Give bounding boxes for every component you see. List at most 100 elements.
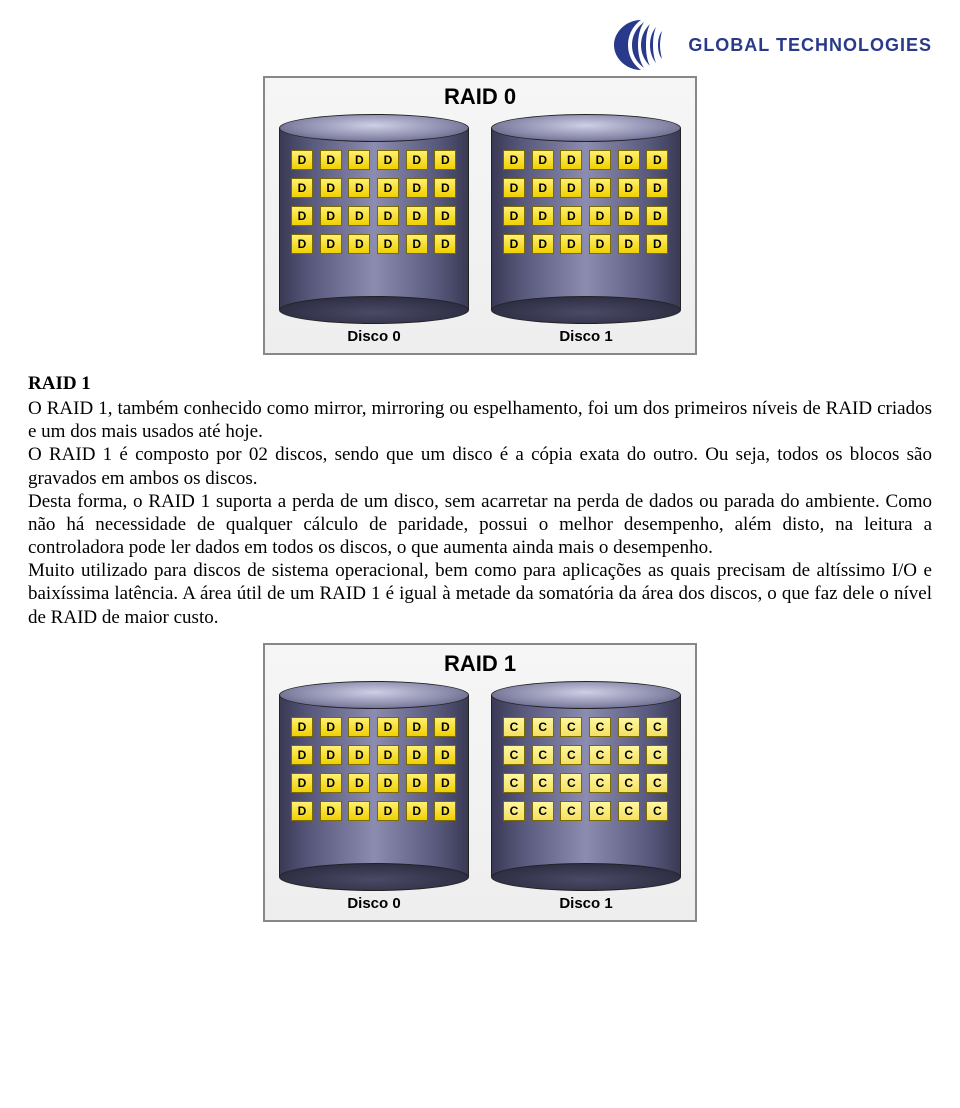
disk-cylinder: CCCCCCCCCCCCCCCCCCCCCCCC (491, 681, 681, 891)
data-block: D (348, 717, 370, 737)
raid0-disk0: DDDDDDDDDDDDDDDDDDDDDDDD Disco 0 (279, 114, 469, 345)
data-block: D (406, 773, 428, 793)
data-block: D (377, 206, 399, 226)
data-block: D (348, 178, 370, 198)
data-block: D (589, 178, 611, 198)
section-body: O RAID 1, também conhecido como mirror, … (28, 397, 932, 629)
data-block: D (532, 178, 554, 198)
page-header: GLOBAL TECHNOLOGIES (28, 18, 932, 72)
data-block: D (320, 801, 342, 821)
raid1-disk1: CCCCCCCCCCCCCCCCCCCCCCCC Disco 1 (491, 681, 681, 912)
raid1-disk0-grid: DDDDDDDDDDDDDDDDDDDDDDDD (291, 717, 457, 821)
data-block: C (646, 745, 668, 765)
data-block: D (291, 717, 313, 737)
data-block: D (434, 178, 456, 198)
data-block: D (406, 206, 428, 226)
data-block: D (377, 717, 399, 737)
data-block: D (434, 773, 456, 793)
data-block: C (618, 717, 640, 737)
data-block: C (589, 773, 611, 793)
data-block: D (434, 745, 456, 765)
raid1-disk1-label: Disco 1 (559, 895, 612, 912)
data-block: D (320, 773, 342, 793)
data-block: D (532, 206, 554, 226)
data-block: C (589, 745, 611, 765)
data-block: D (377, 150, 399, 170)
data-block: D (560, 178, 582, 198)
data-block: D (348, 206, 370, 226)
data-block: D (503, 234, 525, 254)
data-block: D (646, 150, 668, 170)
data-block: D (320, 178, 342, 198)
data-block: C (560, 745, 582, 765)
raid0-diagram: RAID 0 DDDDDDDDDDDDDDDDDDDDDDDD Disco 0 … (28, 76, 932, 355)
raid1-disks: DDDDDDDDDDDDDDDDDDDDDDDD Disco 0 CCCCCCC… (279, 681, 681, 912)
data-block: C (560, 801, 582, 821)
data-block: D (434, 206, 456, 226)
data-block: D (503, 178, 525, 198)
data-block: D (348, 745, 370, 765)
data-block: C (618, 801, 640, 821)
data-block: D (291, 801, 313, 821)
raid0-disk1-label: Disco 1 (559, 328, 612, 345)
data-block: D (618, 234, 640, 254)
data-block: D (560, 206, 582, 226)
data-block: D (406, 234, 428, 254)
data-block: D (291, 234, 313, 254)
data-block: D (503, 206, 525, 226)
data-block: C (532, 773, 554, 793)
data-block: D (503, 150, 525, 170)
data-block: D (406, 150, 428, 170)
section-heading: RAID 1 (28, 373, 932, 395)
data-block: D (348, 773, 370, 793)
data-block: D (348, 150, 370, 170)
data-block: C (532, 717, 554, 737)
data-block: C (646, 801, 668, 821)
raid0-disk1-grid: DDDDDDDDDDDDDDDDDDDDDDDD (503, 150, 669, 254)
data-block: D (291, 745, 313, 765)
data-block: D (434, 150, 456, 170)
data-block: D (320, 717, 342, 737)
data-block: D (589, 150, 611, 170)
data-block: C (503, 801, 525, 821)
data-block: D (532, 234, 554, 254)
data-block: C (618, 773, 640, 793)
raid0-disk1: DDDDDDDDDDDDDDDDDDDDDDDD Disco 1 (491, 114, 681, 345)
data-block: C (532, 745, 554, 765)
data-block: D (618, 206, 640, 226)
data-block: D (320, 206, 342, 226)
data-block: C (589, 801, 611, 821)
globe-logo-icon (606, 18, 676, 72)
data-block: D (434, 801, 456, 821)
data-block: D (320, 234, 342, 254)
data-block: D (646, 206, 668, 226)
data-block: C (618, 745, 640, 765)
raid1-disk0-label: Disco 0 (347, 895, 400, 912)
data-block: D (348, 234, 370, 254)
raid0-disk0-label: Disco 0 (347, 328, 400, 345)
data-block: D (377, 745, 399, 765)
data-block: D (291, 150, 313, 170)
data-block: C (503, 745, 525, 765)
data-block: D (434, 717, 456, 737)
raid0-disk0-grid: DDDDDDDDDDDDDDDDDDDDDDDD (291, 150, 457, 254)
raid1-diagram: RAID 1 DDDDDDDDDDDDDDDDDDDDDDDD Disco 0 … (28, 643, 932, 922)
data-block: D (618, 150, 640, 170)
data-block: D (320, 745, 342, 765)
data-block: D (406, 745, 428, 765)
data-block: D (560, 234, 582, 254)
raid1-disk0: DDDDDDDDDDDDDDDDDDDDDDDD Disco 0 (279, 681, 469, 912)
disk-cylinder: DDDDDDDDDDDDDDDDDDDDDDDD (279, 114, 469, 324)
data-block: D (291, 206, 313, 226)
data-block: C (560, 773, 582, 793)
raid0-disks: DDDDDDDDDDDDDDDDDDDDDDDD Disco 0 DDDDDDD… (279, 114, 681, 345)
data-block: D (377, 178, 399, 198)
data-block: D (348, 801, 370, 821)
data-block: C (560, 717, 582, 737)
raid1-box: RAID 1 DDDDDDDDDDDDDDDDDDDDDDDD Disco 0 … (263, 643, 697, 922)
data-block: C (503, 773, 525, 793)
data-block: C (589, 717, 611, 737)
data-block: D (406, 178, 428, 198)
raid0-box: RAID 0 DDDDDDDDDDDDDDDDDDDDDDDD Disco 0 … (263, 76, 697, 355)
data-block: D (618, 178, 640, 198)
